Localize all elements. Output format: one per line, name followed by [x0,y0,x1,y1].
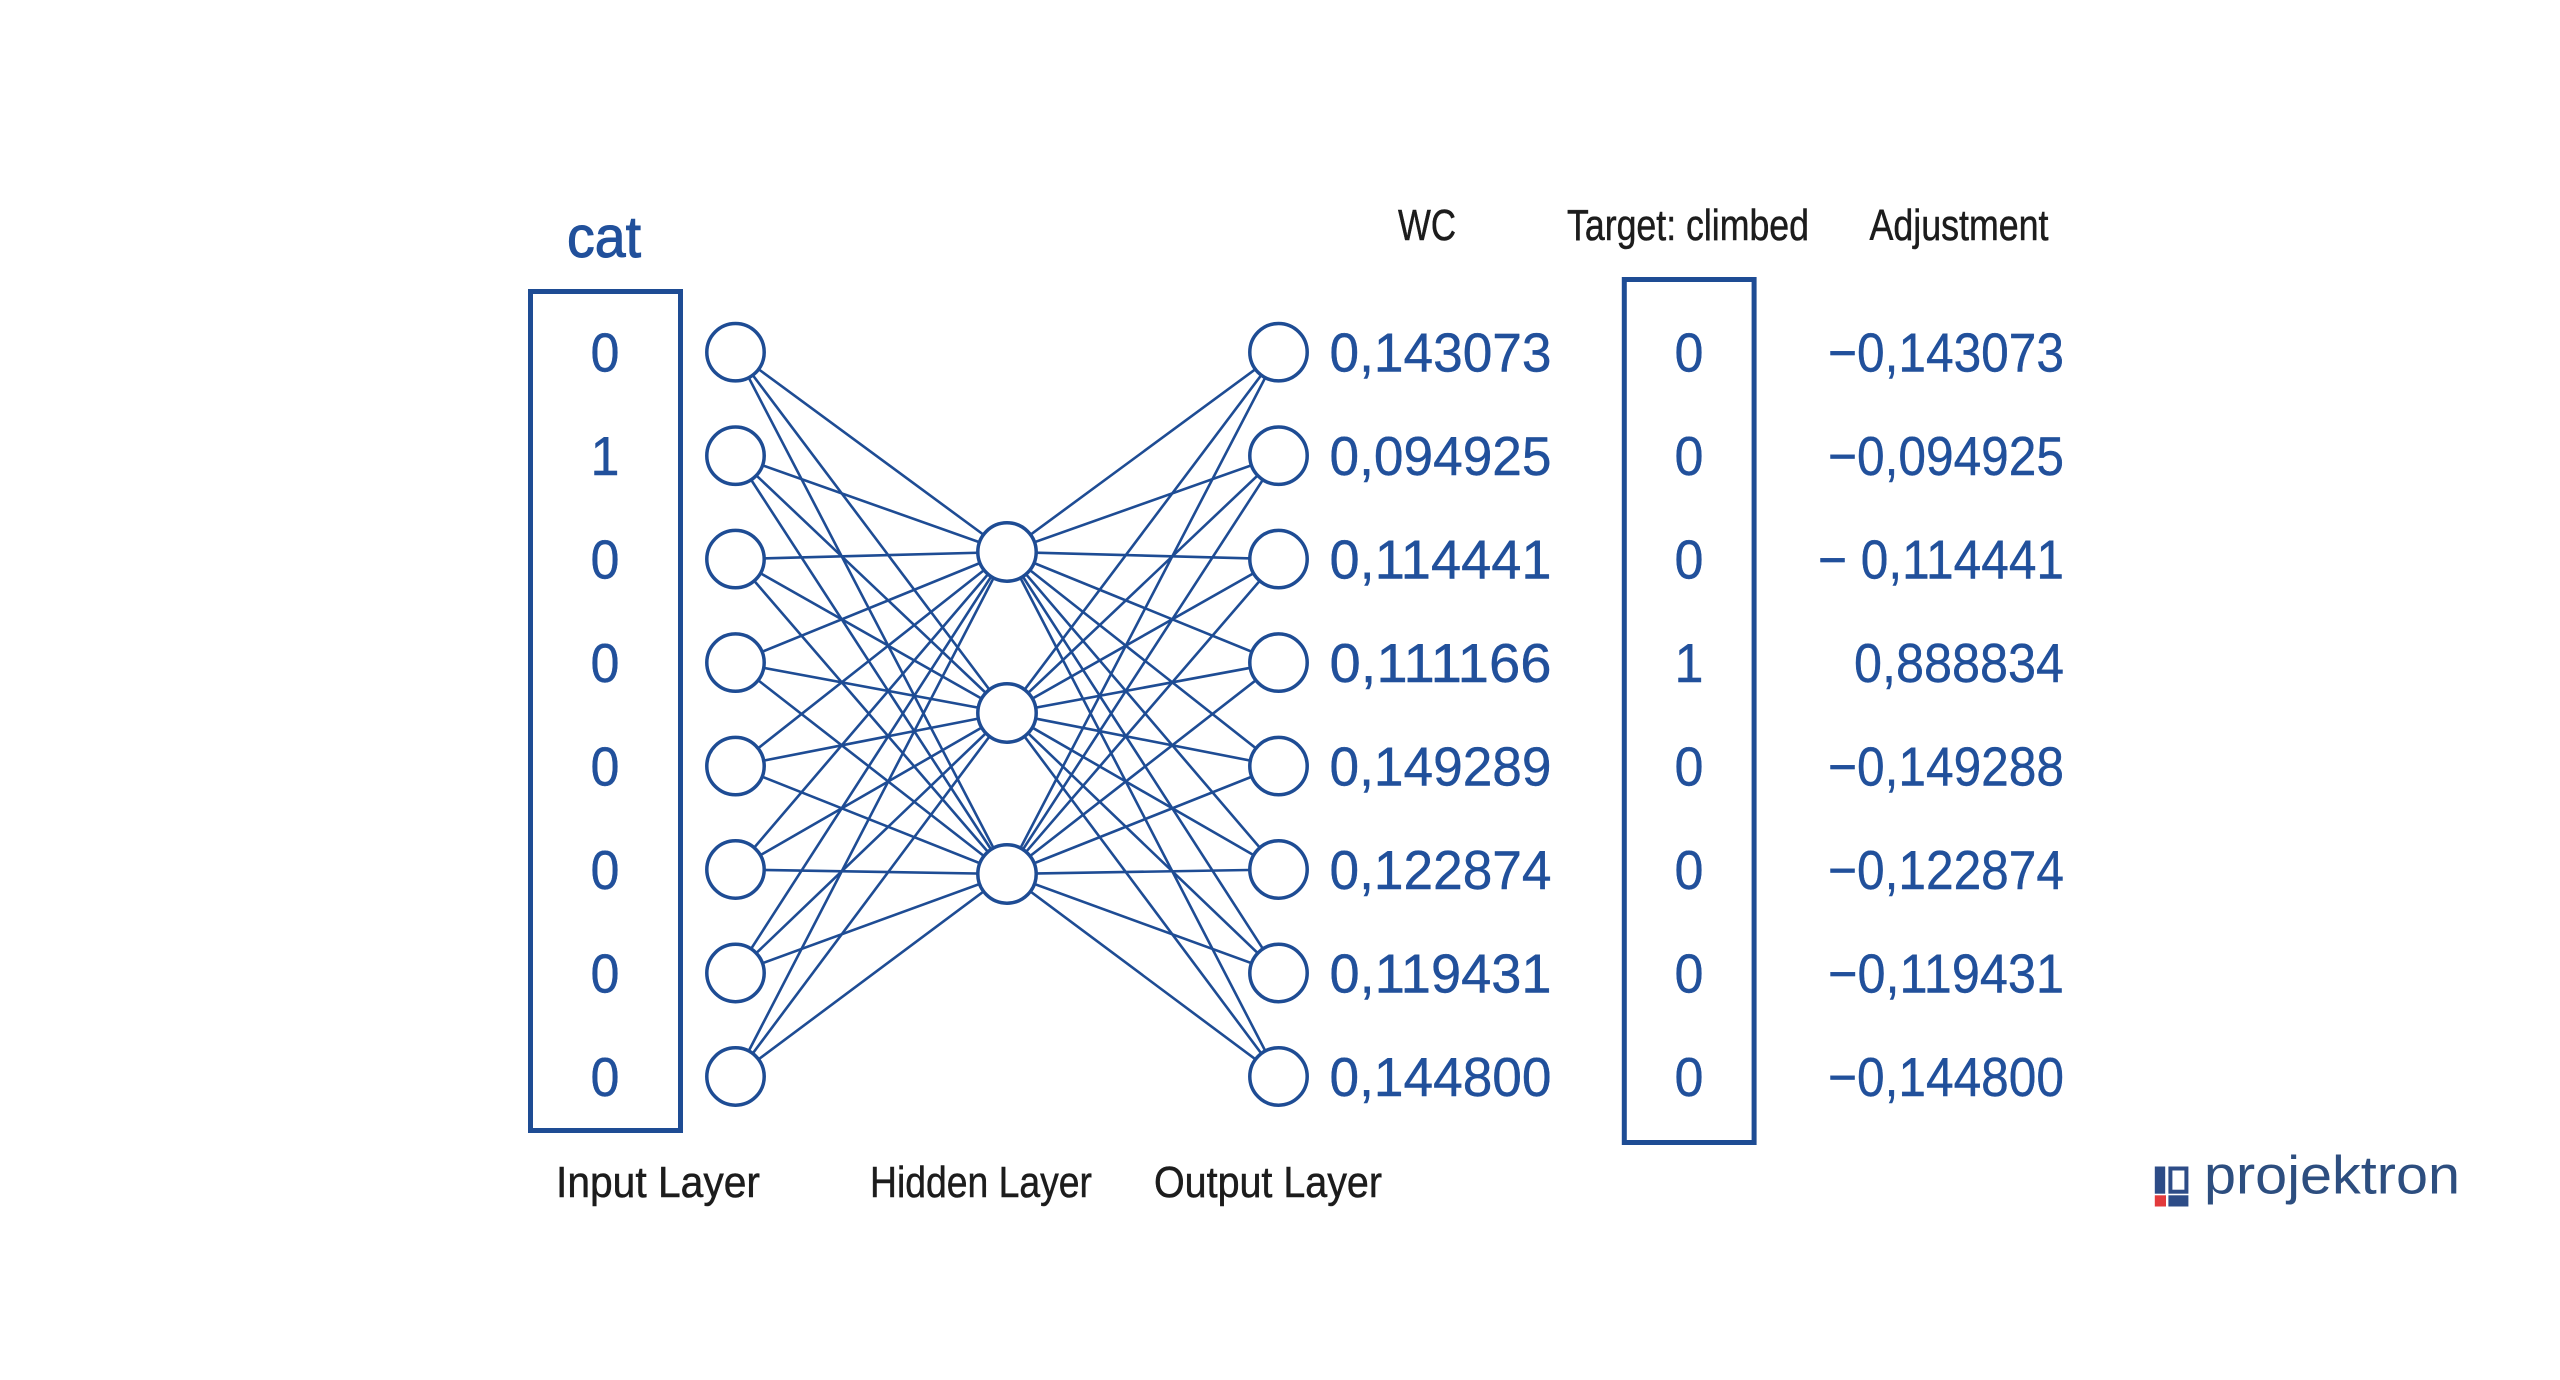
svg-text:0: 0 [591,943,620,1005]
svg-text:0: 0 [1675,425,1704,487]
svg-text:− 0,114441: − 0,114441 [1818,529,2064,591]
svg-text:0: 0 [1675,839,1704,901]
svg-text:Adjustment: Adjustment [1870,201,2049,250]
svg-text:0: 0 [1675,943,1704,1005]
svg-text:0,143073: 0,143073 [1330,322,1552,384]
svg-text:0,111166: 0,111166 [1330,632,1552,694]
svg-text:0: 0 [591,322,620,384]
svg-text:0,149289: 0,149289 [1330,736,1552,798]
svg-text:cat: cat [567,205,641,270]
svg-text:−0,094925: −0,094925 [1828,425,2064,487]
svg-text:Hidden Layer: Hidden Layer [870,1158,1092,1207]
svg-text:0,888834: 0,888834 [1854,632,2064,694]
svg-text:0: 0 [591,1046,620,1108]
svg-text:0: 0 [1675,529,1704,591]
svg-text:0: 0 [1675,322,1704,384]
svg-text:−0,122874: −0,122874 [1828,839,2064,901]
svg-text:0,144800: 0,144800 [1330,1046,1552,1108]
svg-text:Target: climbed: Target: climbed [1567,201,1809,250]
svg-text:WC: WC [1398,201,1456,250]
svg-text:0,094925: 0,094925 [1330,425,1552,487]
svg-text:−0,149288: −0,149288 [1828,736,2064,798]
svg-text:projektron: projektron [2204,1146,2460,1206]
svg-text:0,122874: 0,122874 [1330,839,1552,901]
svg-text:−0,144800: −0,144800 [1828,1046,2064,1108]
svg-text:1: 1 [591,425,620,487]
svg-text:−0,119431: −0,119431 [1828,943,2064,1005]
svg-text:0: 0 [591,839,620,901]
svg-text:Input Layer: Input Layer [556,1158,760,1207]
svg-text:1: 1 [1675,632,1704,694]
svg-text:0: 0 [1675,1046,1704,1108]
svg-text:0,114441: 0,114441 [1330,529,1552,591]
svg-text:−0,143073: −0,143073 [1828,322,2064,384]
svg-text:0: 0 [591,736,620,798]
svg-text:0: 0 [1675,736,1704,798]
svg-text:Output Layer: Output Layer [1154,1158,1382,1207]
svg-text:0: 0 [591,529,620,591]
svg-text:0: 0 [591,632,620,694]
svg-text:0,119431: 0,119431 [1330,943,1552,1005]
